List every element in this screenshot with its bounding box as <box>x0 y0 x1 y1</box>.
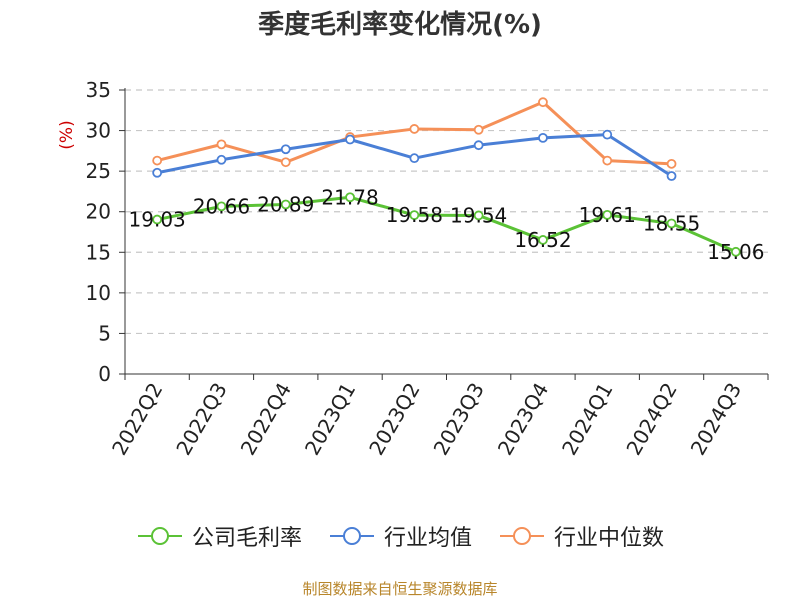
series-point-1 <box>152 167 163 178</box>
data-source-note: 制图数据来自恒生聚源数据库 <box>302 580 498 598</box>
series-point-0 <box>538 235 548 245</box>
series-point-2 <box>409 124 420 134</box>
y-tick-label: 15 <box>86 240 111 264</box>
series-point-1 <box>538 132 548 143</box>
series-point-2 <box>280 157 291 168</box>
series-point-0 <box>280 199 291 210</box>
series-point-0 <box>152 214 163 225</box>
legend-marker-company <box>137 527 182 545</box>
x-tick-label: 2023Q1 <box>300 379 360 460</box>
y-tick-label: 25 <box>86 159 111 183</box>
data-label: 19.03 <box>129 208 186 232</box>
series-point-2 <box>538 97 548 108</box>
series-point-2 <box>152 155 163 166</box>
series-point-1 <box>345 134 355 145</box>
data-label: 20.66 <box>193 194 250 218</box>
chart-legend: 公司毛利率 行业均值 行业中位数 <box>0 520 800 552</box>
series-point-2 <box>602 155 613 166</box>
legend-label-industry-median: 行业中位数 <box>554 526 665 551</box>
y-tick-label: 30 <box>86 119 111 143</box>
x-tick-label: 2022Q4 <box>236 379 296 460</box>
legend-label-industry-mean: 行业均值 <box>383 526 472 551</box>
legend-marker-industry-mean <box>329 527 374 545</box>
legend-marker-industry-median <box>500 527 544 545</box>
series-point-0 <box>409 210 420 221</box>
data-label: 21.78 <box>321 185 378 209</box>
y-tick-label: 0 <box>98 362 111 386</box>
x-tick-label: 2024Q3 <box>686 379 746 460</box>
series-point-2 <box>666 158 677 169</box>
series-point-0 <box>473 210 484 221</box>
x-tick-label: 2024Q2 <box>621 379 681 460</box>
series-point-1 <box>216 154 227 165</box>
y-tick-label: 5 <box>98 321 111 345</box>
series-point-1 <box>409 153 420 164</box>
series-point-2 <box>216 139 227 150</box>
y-tick-label: 10 <box>86 281 111 305</box>
x-tick-label: 2022Q2 <box>107 379 167 460</box>
series-point-0 <box>730 246 741 257</box>
x-tick-label: 2022Q3 <box>171 379 231 460</box>
series-point-2 <box>473 124 484 135</box>
series-point-0 <box>216 201 227 212</box>
x-tick-label: 2023Q3 <box>429 379 489 460</box>
series-point-0 <box>666 218 677 229</box>
x-tick-label: 2024Q1 <box>557 379 617 460</box>
x-tick-label: 2023Q4 <box>493 379 553 460</box>
legend-item-industry-mean[interactable]: 行业均值 <box>328 520 472 552</box>
series-point-0 <box>345 192 355 203</box>
y-tick-label: 20 <box>86 200 111 224</box>
data-label: 19.61 <box>579 203 636 227</box>
series-point-1 <box>473 140 484 151</box>
x-tick-label: 2023Q2 <box>364 379 424 460</box>
chart-title: 季度毛利率变化情况(%) <box>258 10 542 40</box>
series-point-0 <box>602 209 613 220</box>
series-point-1 <box>602 129 613 140</box>
data-label: 19.54 <box>450 203 507 227</box>
data-label: 20.89 <box>257 192 314 216</box>
legend-item-company[interactable]: 公司毛利率 <box>136 520 302 552</box>
series-point-1 <box>280 144 291 155</box>
data-label: 18.55 <box>643 211 700 235</box>
series-point-1 <box>666 171 677 181</box>
series-line-0 <box>156 195 737 254</box>
data-label: 19.58 <box>386 203 443 227</box>
y-tick-label: 35 <box>86 78 111 102</box>
data-label: 15.06 <box>707 240 764 264</box>
legend-label-company: 公司毛利率 <box>191 526 302 551</box>
data-label: 16.52 <box>514 228 571 252</box>
legend-item-industry-median[interactable]: 行业中位数 <box>498 520 664 552</box>
